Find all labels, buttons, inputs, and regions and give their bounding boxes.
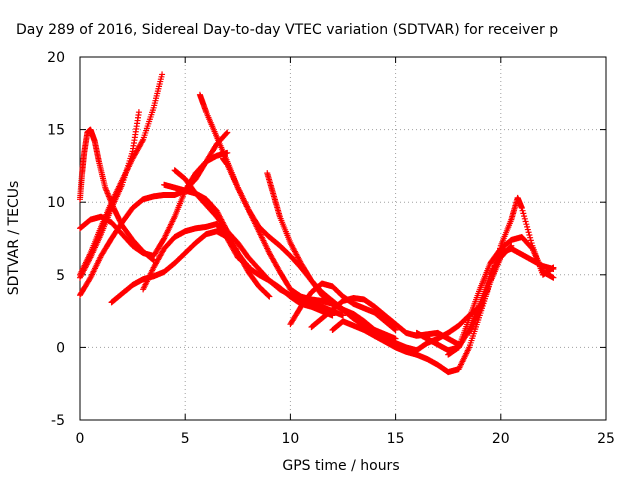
y-axis-title: SDTVAR / TECUs	[6, 181, 22, 296]
x-tick-label: 20	[492, 431, 510, 447]
plot-frame	[79, 56, 607, 421]
series-arc-7	[140, 220, 252, 293]
x-tick-label: 25	[597, 431, 615, 447]
series-arc-5	[77, 149, 231, 259]
y-tick-label: -5	[51, 413, 65, 429]
y-tick-label: 0	[56, 340, 65, 356]
series-markers	[77, 149, 231, 259]
x-tick-label: 10	[281, 431, 299, 447]
series-arc-3	[77, 109, 142, 281]
series-markers	[77, 71, 166, 278]
data-series	[77, 71, 557, 376]
x-tick-labels: 0 5 10 15 20 25	[76, 431, 615, 447]
series-arc-19	[466, 194, 557, 336]
y-tick-label: 5	[56, 268, 65, 284]
series-arc-4	[77, 129, 231, 299]
x-axis-title: GPS time / hours	[282, 458, 399, 474]
chart-title: Day 289 of 2016, Sidereal Day-to-day VTE…	[16, 22, 558, 38]
y-tick-label: 10	[47, 195, 65, 211]
series-markers	[466, 194, 557, 336]
series-markers	[77, 129, 231, 299]
series-arc-2	[77, 71, 166, 278]
y-tick-label: 15	[47, 123, 65, 139]
y-tick-labels: -5 0 5 10 15 20	[47, 50, 65, 429]
series-markers	[140, 220, 252, 293]
x-tick-label: 0	[76, 431, 85, 447]
x-tick-label: 15	[387, 431, 405, 447]
axis-ticks	[79, 56, 607, 421]
y-tick-label: 20	[47, 50, 65, 66]
series-markers	[77, 109, 142, 281]
grid-lines	[80, 57, 606, 420]
x-tick-label: 5	[181, 431, 190, 447]
